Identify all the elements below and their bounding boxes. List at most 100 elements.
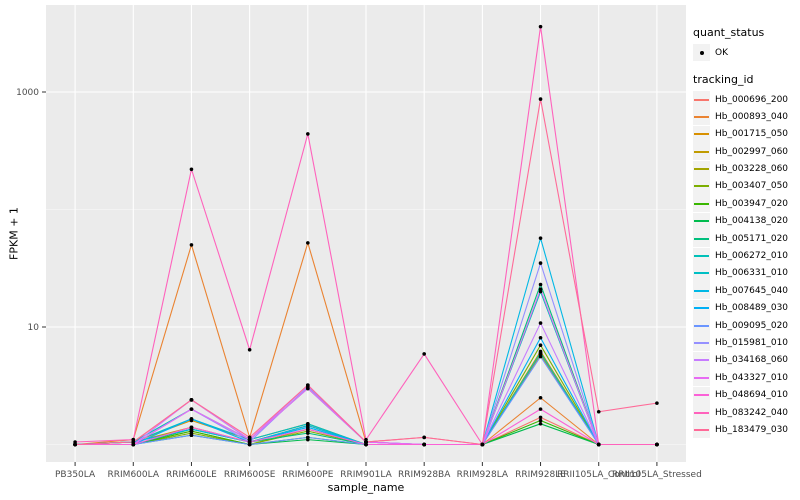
data-point bbox=[538, 321, 543, 325]
data-point bbox=[480, 442, 485, 447]
data-point bbox=[422, 435, 426, 440]
legend-item-Hb_048694_010: Hb_048694_010 bbox=[693, 386, 799, 404]
color-line-icon bbox=[694, 376, 709, 379]
data-point bbox=[538, 351, 543, 355]
color-line-icon bbox=[694, 324, 709, 327]
legend-title-tracking-id: tracking_id bbox=[693, 73, 754, 86]
data-point bbox=[538, 289, 543, 294]
legend-item-label: OK bbox=[715, 47, 728, 58]
data-point bbox=[538, 282, 543, 287]
data-point bbox=[306, 431, 310, 435]
data-point bbox=[189, 398, 194, 402]
color-line-icon bbox=[694, 115, 709, 118]
legend-item-label: Hb_004138_020 bbox=[715, 216, 789, 227]
y-axis-title: FPKM + 1 bbox=[7, 207, 21, 260]
data-point bbox=[538, 236, 543, 240]
data-point bbox=[247, 347, 252, 352]
data-point bbox=[306, 383, 310, 387]
legend-item-label: Hb_005171_020 bbox=[715, 233, 789, 244]
legend-item-label: Hb_083242_040 bbox=[715, 407, 789, 418]
legend-item-label: Hb_008489_030 bbox=[715, 303, 789, 314]
legend-item-Hb_003947_020: Hb_003947_020 bbox=[693, 195, 799, 213]
data-point bbox=[538, 287, 543, 291]
legend-item-Hb_083242_040: Hb_083242_040 bbox=[693, 404, 799, 422]
color-line-icon bbox=[694, 307, 709, 310]
y-tick-label: 1000 bbox=[16, 88, 39, 98]
color-line-icon bbox=[694, 411, 709, 414]
data-point bbox=[189, 433, 194, 437]
line-key-icon bbox=[693, 299, 710, 317]
line-key-icon bbox=[693, 230, 710, 248]
data-point bbox=[596, 409, 601, 414]
legend-title-quant-status: quant_status bbox=[693, 26, 765, 39]
data-point bbox=[596, 442, 601, 447]
data-point bbox=[189, 167, 194, 172]
data-point bbox=[364, 442, 368, 447]
line-key-icon bbox=[693, 369, 710, 387]
legend-item-Hb_005171_020: Hb_005171_020 bbox=[693, 230, 799, 248]
black-dot-icon bbox=[699, 50, 704, 55]
data-point bbox=[538, 343, 543, 348]
data-point bbox=[538, 97, 543, 101]
line-key-icon bbox=[693, 247, 710, 265]
data-point bbox=[364, 440, 368, 444]
x-tick-label: RRIM928LE bbox=[515, 470, 566, 480]
data-point bbox=[306, 132, 310, 136]
legend-item-label: Hb_003407_050 bbox=[715, 181, 789, 192]
data-point bbox=[538, 418, 543, 423]
data-point bbox=[538, 395, 543, 400]
data-point bbox=[422, 442, 426, 447]
color-line-icon bbox=[694, 98, 709, 101]
data-point bbox=[538, 354, 543, 359]
data-point bbox=[189, 425, 194, 430]
legend-item-label: Hb_002997_060 bbox=[715, 146, 789, 157]
data-point bbox=[131, 442, 136, 447]
line-key-icon bbox=[693, 177, 710, 195]
color-line-icon bbox=[694, 133, 709, 136]
legend-item-label: Hb_001715_050 bbox=[715, 129, 789, 140]
data-point bbox=[73, 440, 77, 444]
x-axis-title: sample_name bbox=[327, 481, 405, 494]
data-point bbox=[189, 417, 194, 421]
data-point bbox=[247, 442, 252, 447]
line-key-icon bbox=[693, 125, 710, 143]
data-point bbox=[131, 440, 136, 444]
x-tick-label: RRIM901LA bbox=[340, 470, 392, 480]
legend-item-label: Hb_006331_010 bbox=[715, 268, 789, 279]
data-point bbox=[306, 427, 310, 431]
color-line-icon bbox=[694, 359, 709, 362]
legend-item-Hb_015981_010: Hb_015981_010 bbox=[693, 334, 799, 352]
data-point bbox=[189, 243, 194, 247]
legend-item-Hb_006331_010: Hb_006331_010 bbox=[693, 264, 799, 282]
x-tick-label: RRIM600LA bbox=[108, 470, 160, 480]
line-key-icon bbox=[693, 212, 710, 230]
legend-item-label: Hb_006272_010 bbox=[715, 251, 789, 262]
legend-item-Hb_000696_200: Hb_000696_200 bbox=[693, 91, 799, 108]
legend-item-Hb_003228_060: Hb_003228_060 bbox=[693, 160, 799, 178]
legend-quant-status: quant_status OK bbox=[693, 26, 799, 61]
line-key-icon bbox=[693, 351, 710, 369]
data-point bbox=[538, 261, 543, 265]
data-point bbox=[73, 442, 77, 447]
x-tick-label: RRIM928LA bbox=[457, 470, 509, 480]
data-point bbox=[189, 407, 194, 411]
data-point bbox=[538, 407, 543, 411]
color-line-icon bbox=[694, 289, 709, 292]
legend-item-ok: OK bbox=[693, 44, 799, 61]
legend-item-Hb_000893_040: Hb_000893_040 bbox=[693, 108, 799, 126]
legend-item-label: Hb_183479_030 bbox=[715, 424, 789, 435]
data-point bbox=[655, 442, 659, 447]
legend-item-Hb_002997_060: Hb_002997_060 bbox=[693, 143, 799, 161]
data-point bbox=[538, 415, 543, 420]
line-key-icon bbox=[693, 404, 710, 422]
x-tick-label: RRII105LA_Stressed bbox=[612, 470, 702, 480]
legend-item-Hb_003407_050: Hb_003407_050 bbox=[693, 177, 799, 195]
x-tick-label: PB350LA bbox=[55, 470, 96, 480]
data-point bbox=[247, 435, 252, 440]
legend-item-label: Hb_034168_060 bbox=[715, 355, 789, 366]
color-line-icon bbox=[694, 150, 709, 153]
data-point bbox=[655, 401, 659, 405]
color-line-icon bbox=[694, 272, 709, 275]
legend-item-Hb_009095_020: Hb_009095_020 bbox=[693, 317, 799, 335]
